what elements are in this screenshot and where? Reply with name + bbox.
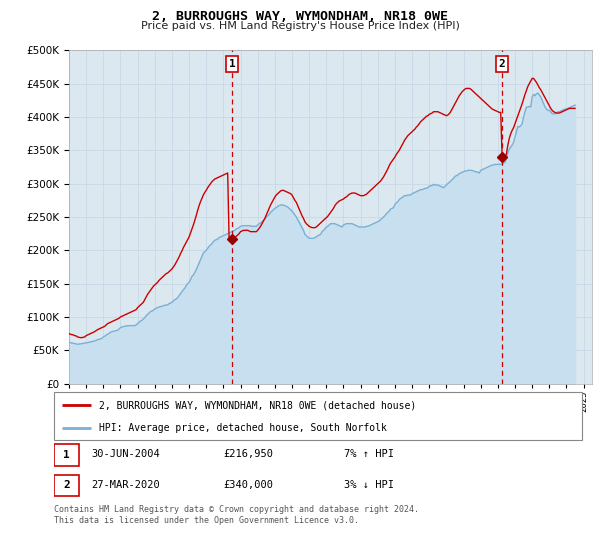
Text: 7% ↑ HPI: 7% ↑ HPI xyxy=(344,449,394,459)
Bar xyxy=(54,474,79,496)
Text: 1: 1 xyxy=(229,59,235,69)
Text: Price paid vs. HM Land Registry's House Price Index (HPI): Price paid vs. HM Land Registry's House … xyxy=(140,21,460,31)
Text: 2, BURROUGHS WAY, WYMONDHAM, NR18 0WE (detached house): 2, BURROUGHS WAY, WYMONDHAM, NR18 0WE (d… xyxy=(99,400,416,410)
Text: Contains HM Land Registry data © Crown copyright and database right 2024.
This d: Contains HM Land Registry data © Crown c… xyxy=(54,505,419,525)
Text: 30-JUN-2004: 30-JUN-2004 xyxy=(91,449,160,459)
Text: 2: 2 xyxy=(63,480,70,491)
Text: HPI: Average price, detached house, South Norfolk: HPI: Average price, detached house, Sout… xyxy=(99,423,387,433)
Text: £216,950: £216,950 xyxy=(223,449,273,459)
Text: £340,000: £340,000 xyxy=(223,480,273,490)
Bar xyxy=(54,444,79,465)
Text: 27-MAR-2020: 27-MAR-2020 xyxy=(91,480,160,490)
Text: 1: 1 xyxy=(63,450,70,460)
Text: 3% ↓ HPI: 3% ↓ HPI xyxy=(344,480,394,490)
Text: 2: 2 xyxy=(499,59,506,69)
Text: 2, BURROUGHS WAY, WYMONDHAM, NR18 0WE: 2, BURROUGHS WAY, WYMONDHAM, NR18 0WE xyxy=(152,10,448,23)
